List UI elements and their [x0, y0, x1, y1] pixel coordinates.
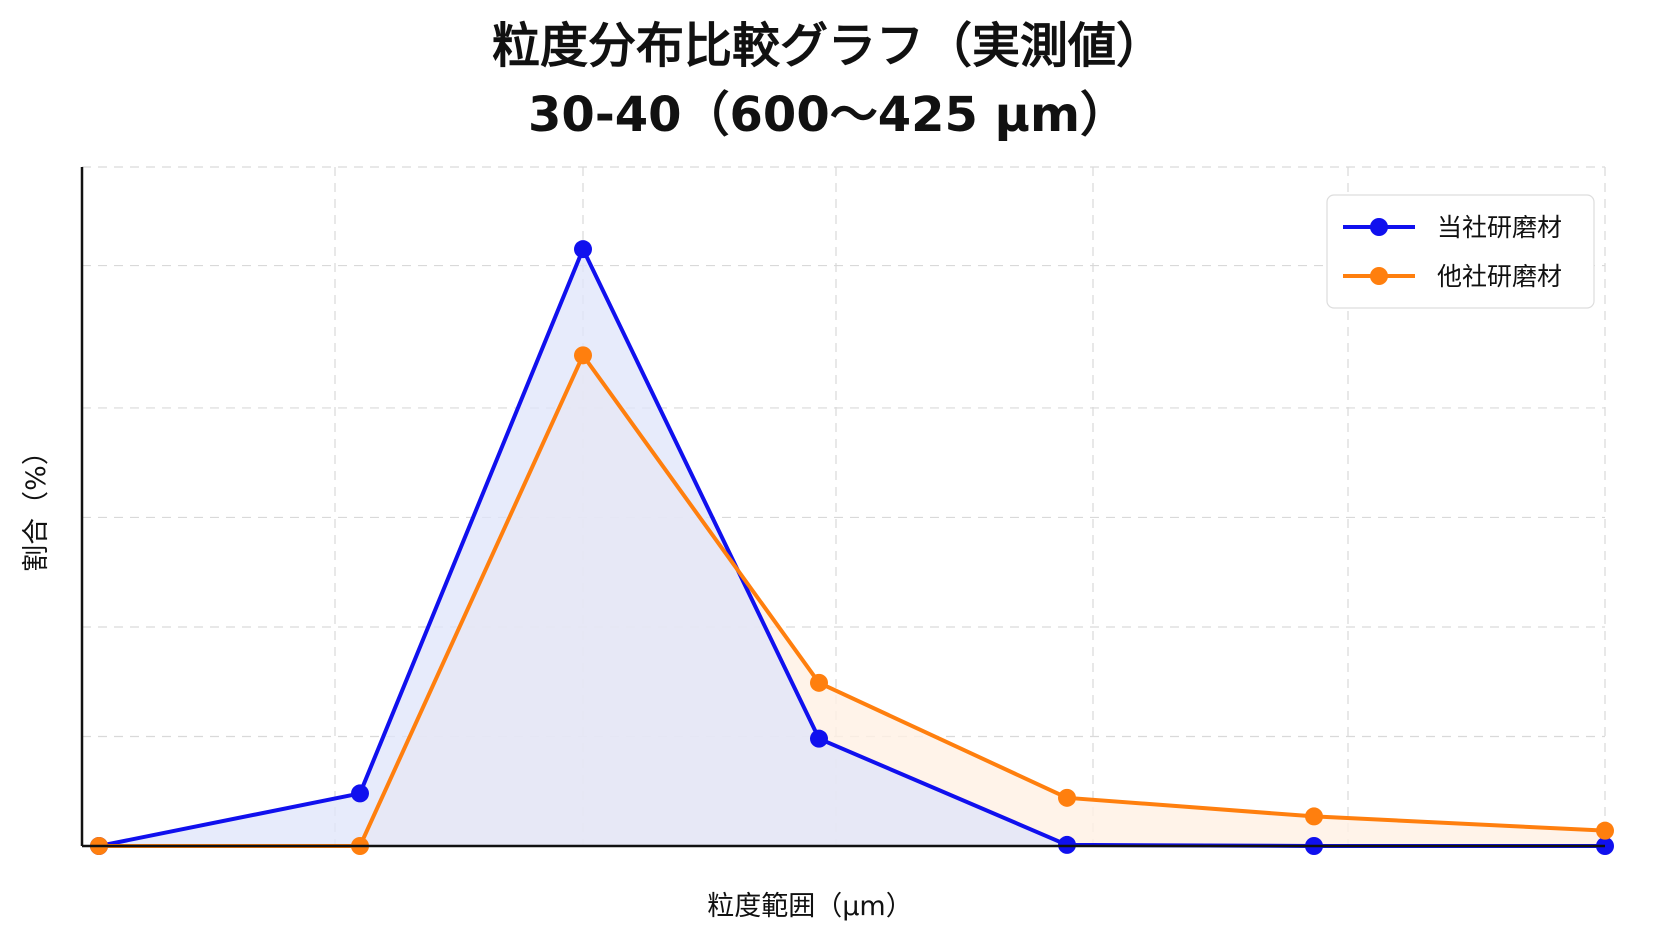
series-area-ours [99, 249, 1605, 847]
data-point-competitor-6 [1596, 821, 1614, 840]
legend-box [1326, 194, 1595, 309]
x-axis-label: 粒度範囲（μm） [707, 891, 912, 922]
series-points [90, 240, 1614, 855]
data-point-ours-3 [810, 729, 828, 748]
chart-title: 粒度分布比較グラフ（実測値） [492, 18, 1164, 74]
legend-marker-competitor [1370, 267, 1388, 285]
legend: 当社研磨材 他社研磨材 [1326, 194, 1595, 309]
series-fills [99, 249, 1605, 847]
data-point-competitor-2 [574, 346, 592, 365]
chart-subtitle: 30-40（600～425 μm） [528, 87, 1128, 143]
legend-label-competitor: 他社研磨材 [1437, 262, 1562, 291]
data-point-competitor-4 [1058, 788, 1076, 807]
data-point-competitor-3 [810, 673, 828, 692]
data-point-ours-1 [351, 784, 369, 803]
legend-label-ours: 当社研磨材 [1437, 213, 1562, 242]
legend-marker-ours [1370, 218, 1388, 236]
data-point-ours-2 [574, 240, 592, 259]
data-point-competitor-5 [1305, 807, 1323, 826]
y-axis-label: 割合（%） [21, 438, 52, 572]
